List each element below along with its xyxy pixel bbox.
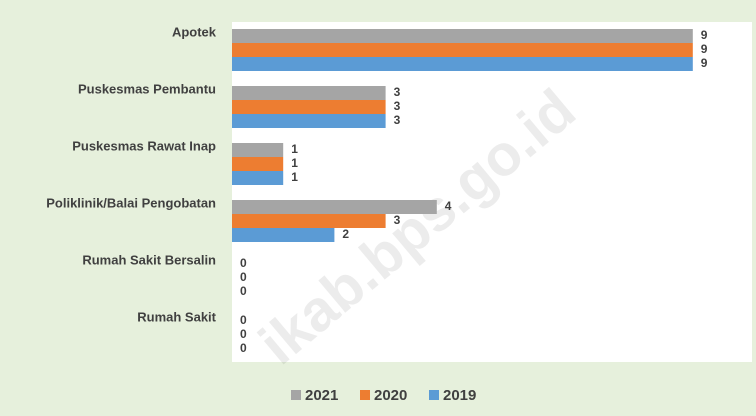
bar bbox=[232, 100, 386, 114]
value-label: 0 bbox=[240, 341, 247, 355]
category-label: Poliklinik/Balai Pengobatan bbox=[46, 195, 216, 210]
bar bbox=[232, 43, 693, 57]
value-label: 3 bbox=[394, 99, 401, 113]
category-label: Rumah Sakit bbox=[137, 309, 216, 324]
bar bbox=[232, 200, 437, 214]
bar bbox=[232, 228, 335, 242]
bar bbox=[232, 214, 386, 228]
value-label: 4 bbox=[445, 199, 452, 213]
value-label: 3 bbox=[394, 213, 401, 227]
value-label: 0 bbox=[240, 256, 247, 270]
value-label: 1 bbox=[291, 170, 298, 184]
category-label: Apotek bbox=[172, 24, 217, 39]
bar bbox=[232, 143, 284, 157]
bar bbox=[232, 86, 386, 100]
legend-label: 2021 bbox=[305, 387, 338, 404]
value-label: 2 bbox=[342, 227, 349, 241]
category-label: Rumah Sakit Bersalin bbox=[82, 252, 216, 267]
bar bbox=[232, 57, 693, 71]
category-label: Puskesmas Pembantu bbox=[78, 81, 216, 96]
value-label: 3 bbox=[394, 85, 401, 99]
value-label: 0 bbox=[240, 284, 247, 298]
legend-label: 2020 bbox=[374, 387, 407, 404]
value-label: 9 bbox=[701, 42, 708, 56]
legend-label: 2019 bbox=[443, 387, 476, 404]
legend-swatch bbox=[291, 390, 301, 400]
value-label: 3 bbox=[394, 113, 401, 127]
value-label: 0 bbox=[240, 327, 247, 341]
bar bbox=[232, 157, 284, 171]
value-label: 0 bbox=[240, 270, 247, 284]
value-label: 0 bbox=[240, 313, 247, 327]
value-label: 9 bbox=[701, 28, 708, 42]
bar bbox=[232, 29, 693, 43]
value-label: 1 bbox=[291, 142, 298, 156]
legend-swatch bbox=[429, 390, 439, 400]
legend-swatch bbox=[360, 390, 370, 400]
value-label: 9 bbox=[701, 56, 708, 70]
value-label: 1 bbox=[291, 156, 298, 170]
bar bbox=[232, 171, 284, 185]
plot-area bbox=[232, 22, 752, 362]
category-label: Puskesmas Rawat Inap bbox=[72, 138, 216, 153]
bar bbox=[232, 114, 386, 128]
